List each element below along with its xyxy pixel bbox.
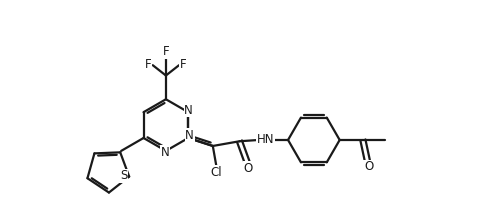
Text: F: F bbox=[145, 58, 152, 71]
Text: F: F bbox=[162, 45, 169, 58]
Text: N: N bbox=[184, 104, 193, 117]
Text: HN: HN bbox=[256, 133, 274, 146]
Text: N: N bbox=[185, 129, 194, 142]
Text: O: O bbox=[364, 160, 373, 173]
Text: Cl: Cl bbox=[211, 166, 222, 179]
Text: O: O bbox=[243, 162, 253, 175]
Text: N: N bbox=[161, 146, 169, 159]
Text: F: F bbox=[180, 58, 187, 71]
Text: S: S bbox=[120, 169, 127, 182]
